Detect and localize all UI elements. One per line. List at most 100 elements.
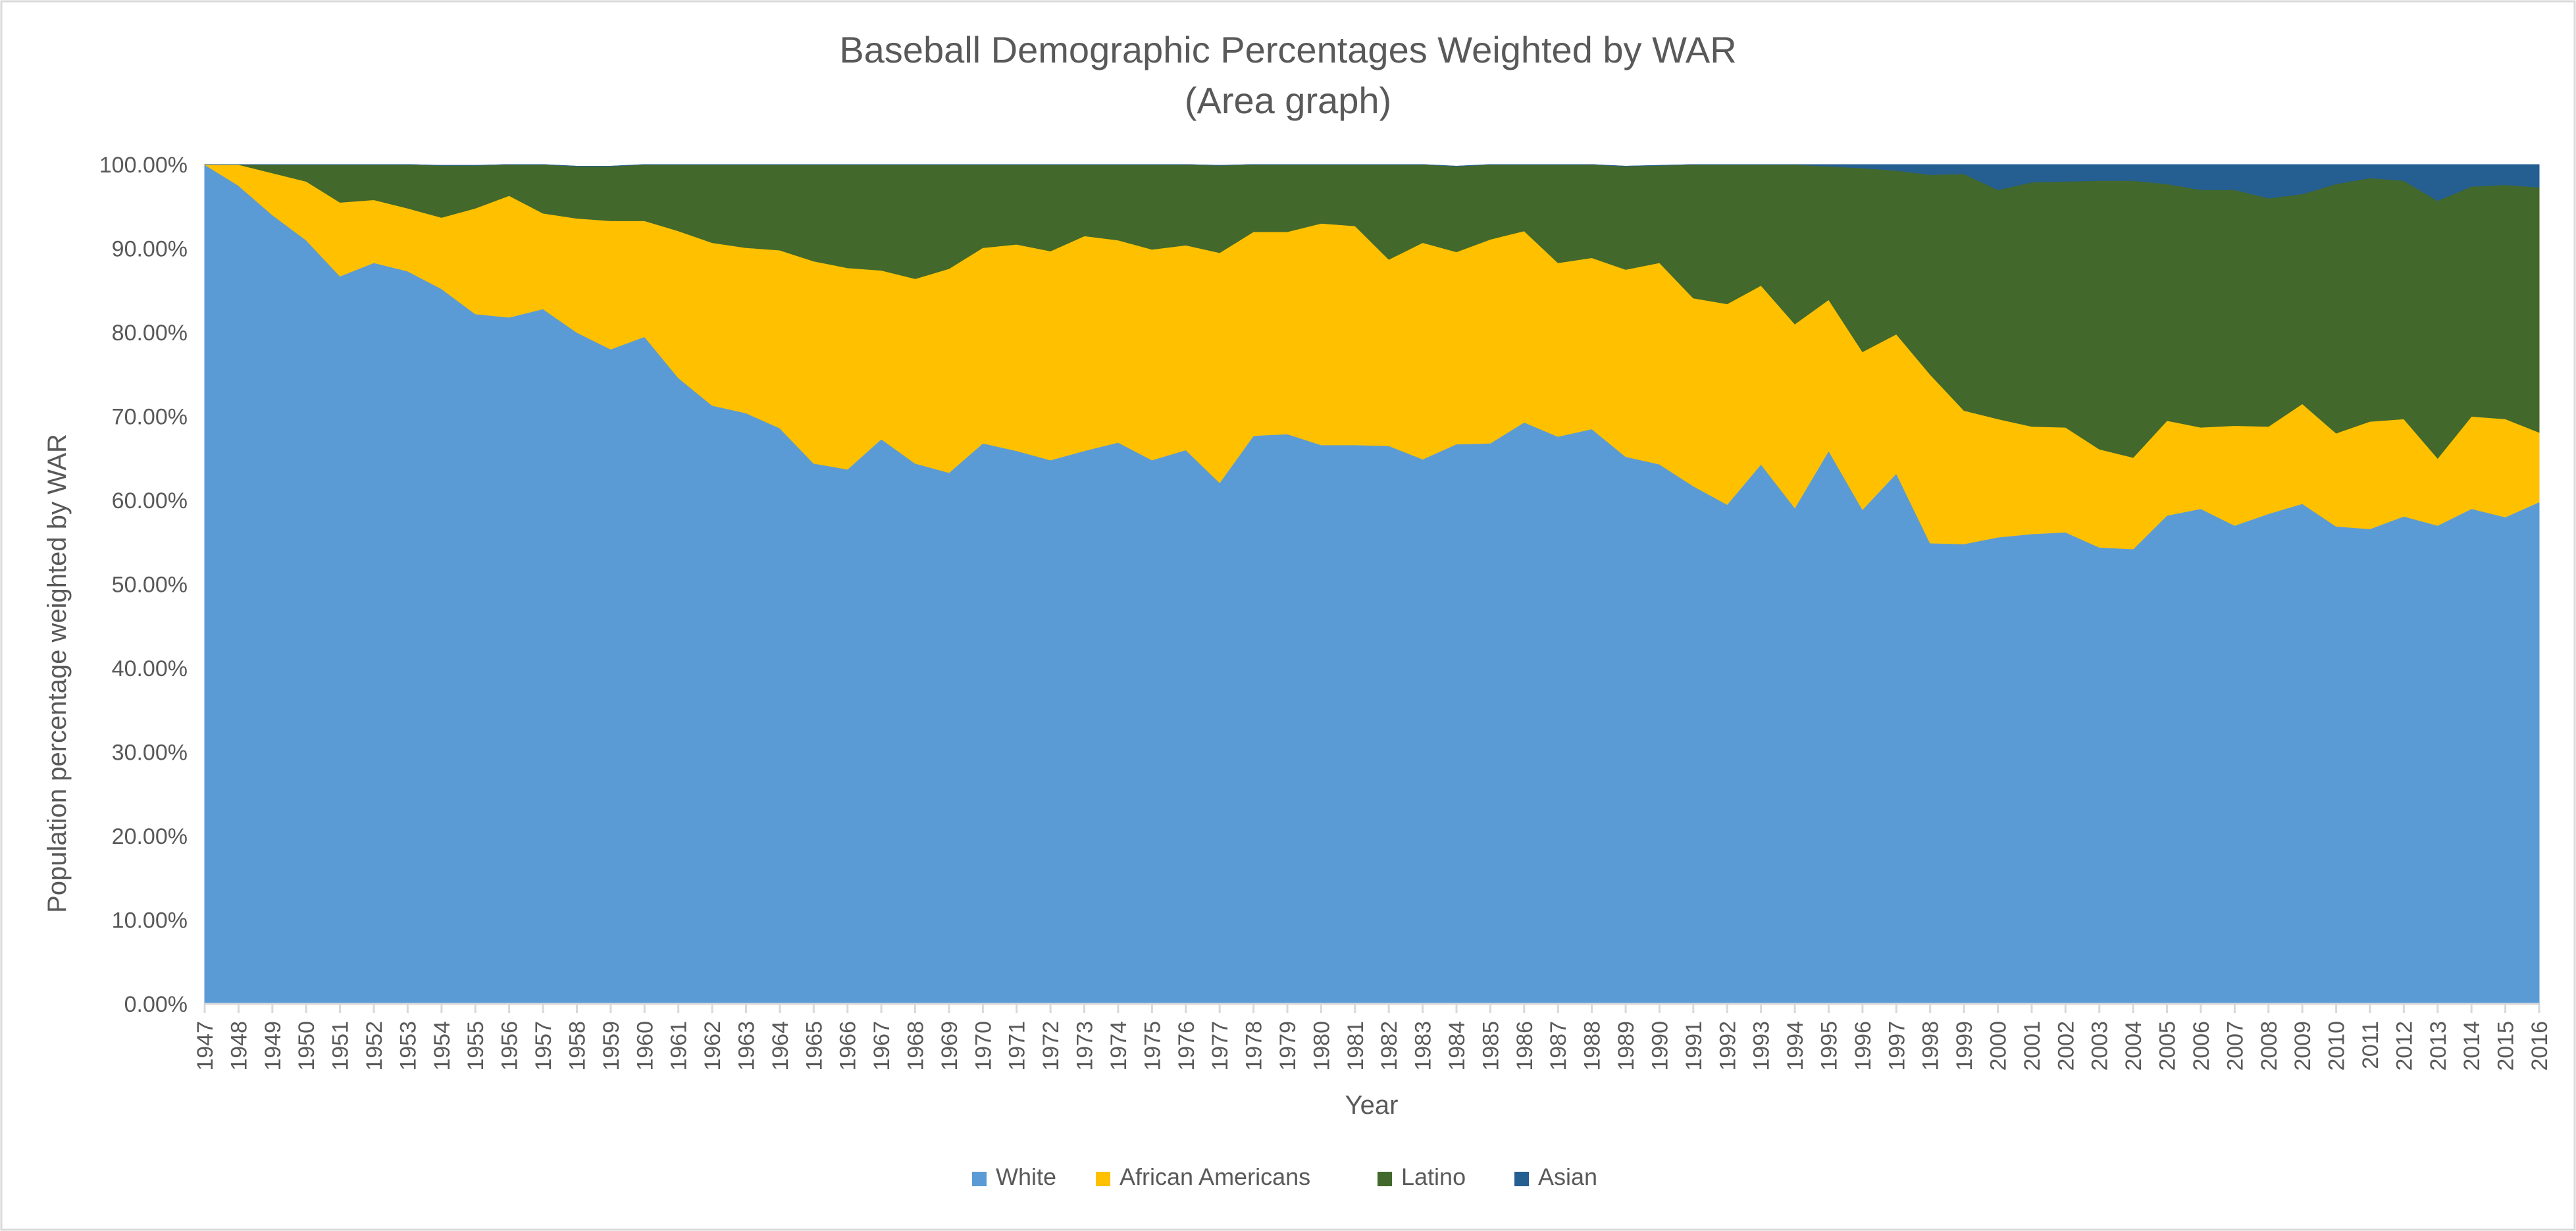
- x-tick-label: 2009: [2290, 1021, 2315, 1071]
- legend-swatch: [972, 1172, 987, 1186]
- x-tick-label: 1992: [1715, 1021, 1740, 1071]
- legend: White African Americans Latino Asian: [972, 1163, 1597, 1190]
- x-tick-label: 1957: [531, 1021, 556, 1071]
- x-tick-label: 1976: [1174, 1021, 1199, 1071]
- x-tick-label: 2012: [2392, 1021, 2417, 1071]
- x-tick-label: 1972: [1039, 1021, 1064, 1071]
- x-tick-label: 1954: [430, 1021, 455, 1071]
- x-tick-label: 2008: [2257, 1021, 2282, 1071]
- x-axis: 1947 1948 1949 1950 1951 1952 1953 1954 1955 1956…: [193, 1003, 2552, 1071]
- x-tick-label: 2004: [2121, 1021, 2146, 1071]
- x-tick-label: 1955: [463, 1021, 488, 1071]
- x-tick-label: 1961: [667, 1021, 692, 1071]
- x-tick-label: 2007: [2223, 1021, 2248, 1071]
- x-tick-label: 1963: [734, 1021, 759, 1071]
- x-tick-label: 2010: [2325, 1021, 2350, 1071]
- x-tick-label: 2016: [2527, 1021, 2552, 1071]
- x-tick-label: 1947: [193, 1021, 218, 1071]
- y-tick-label: 10.00%: [112, 908, 188, 933]
- x-tick-label: 1981: [1343, 1021, 1368, 1071]
- x-tick-label: 1989: [1614, 1021, 1639, 1071]
- x-tick-label: 1974: [1106, 1021, 1131, 1071]
- x-tick-label: 1967: [869, 1021, 894, 1071]
- x-tick-label: 2005: [2155, 1021, 2180, 1071]
- chart-subtitle: (Area graph): [1185, 80, 1391, 121]
- legend-item-white: White: [972, 1163, 1056, 1190]
- legend-swatch: [1378, 1172, 1392, 1186]
- y-axis: 0.00% 10.00% 20.00% 30.00% 40.00% 50.00% 60.00…: [99, 153, 188, 1017]
- legend-label: White: [996, 1163, 1056, 1190]
- x-tick-label: 2006: [2189, 1021, 2214, 1071]
- x-tick-label: 2011: [2358, 1021, 2383, 1069]
- x-tick-label: 1969: [937, 1021, 962, 1071]
- x-tick-label: 1990: [1647, 1021, 1672, 1071]
- x-tick-label: 1979: [1275, 1021, 1301, 1071]
- x-tick-label: 2001: [2020, 1021, 2045, 1071]
- x-axis-title: Year: [1345, 1091, 1399, 1120]
- y-tick-label: 30.00%: [112, 741, 188, 766]
- x-tick-label: 1993: [1749, 1021, 1774, 1071]
- x-tick-label: 1986: [1512, 1021, 1537, 1071]
- legend-item-african-americans: African Americans: [1096, 1163, 1310, 1190]
- legend-item-latino: Latino: [1378, 1163, 1466, 1190]
- legend-label: Asian: [1538, 1163, 1597, 1190]
- x-tick-label: 1985: [1478, 1021, 1503, 1071]
- x-tick-label: 1998: [1919, 1021, 1944, 1071]
- area-asian: [205, 164, 2540, 201]
- x-tick-label: 1960: [632, 1021, 657, 1071]
- y-tick-label: 40.00%: [112, 656, 188, 681]
- y-tick-label: 20.00%: [112, 824, 188, 849]
- chart-title: Baseball Demographic Percentages Weighte…: [839, 29, 1736, 70]
- x-tick-label: 1997: [1884, 1021, 1909, 1071]
- legend-label: African Americans: [1120, 1163, 1310, 1190]
- x-tick-label: 2003: [2088, 1021, 2113, 1071]
- legend-swatch: [1514, 1172, 1529, 1186]
- x-tick-label: 2000: [1986, 1021, 2011, 1071]
- x-tick-label: 1968: [904, 1021, 929, 1071]
- x-tick-label: 1995: [1816, 1021, 1842, 1071]
- x-tick-label: 1949: [261, 1021, 286, 1071]
- y-tick-label: 70.00%: [112, 405, 188, 430]
- x-tick-label: 1980: [1309, 1021, 1334, 1071]
- x-tick-label: 1966: [836, 1021, 861, 1071]
- x-tick-label: 2013: [2426, 1021, 2451, 1071]
- x-tick-label: 1971: [1005, 1021, 1030, 1071]
- legend-item-asian: Asian: [1514, 1163, 1597, 1190]
- x-tick-label: 2002: [2053, 1021, 2078, 1071]
- legend-swatch: [1096, 1172, 1110, 1186]
- x-tick-label: 1983: [1411, 1021, 1436, 1071]
- x-tick-label: 1977: [1208, 1021, 1233, 1071]
- x-tick-label: 1953: [396, 1021, 421, 1071]
- x-tick-label: 1956: [498, 1021, 523, 1071]
- x-tick-label: 1996: [1851, 1021, 1876, 1071]
- y-tick-label: 100.00%: [99, 153, 188, 178]
- x-tick-label: 1962: [700, 1021, 725, 1071]
- x-tick-label: 1982: [1377, 1021, 1402, 1071]
- y-tick-label: 60.00%: [112, 488, 188, 513]
- x-tick-label: 1987: [1546, 1021, 1571, 1071]
- x-tick-label: 1978: [1242, 1021, 1267, 1071]
- x-tick-label: 1994: [1783, 1021, 1808, 1071]
- x-tick-label: 1959: [599, 1021, 624, 1071]
- x-tick-label: 1948: [226, 1021, 251, 1071]
- y-tick-label: 80.00%: [112, 321, 188, 346]
- x-tick-label: 1958: [565, 1021, 590, 1071]
- x-tick-label: 1970: [971, 1021, 996, 1071]
- x-tick-label: 1950: [294, 1021, 319, 1071]
- x-tick-label: 1975: [1140, 1021, 1165, 1071]
- x-tick-label: 1973: [1073, 1021, 1098, 1071]
- x-tick-label: 1999: [1952, 1021, 1977, 1071]
- area-series-layer: [203, 164, 2540, 1005]
- x-tick-label: 2015: [2494, 1021, 2519, 1071]
- x-tick-label: 1964: [768, 1021, 793, 1071]
- x-tick-label: 1952: [362, 1021, 387, 1071]
- x-tick-label: 1988: [1580, 1021, 1605, 1071]
- x-tick-label: 2014: [2460, 1021, 2485, 1071]
- y-tick-label: 50.00%: [112, 573, 188, 598]
- legend-label: Latino: [1401, 1163, 1466, 1190]
- y-axis-title: Population percentage weighted by WAR: [43, 434, 72, 913]
- x-tick-label: 1984: [1445, 1021, 1470, 1071]
- y-tick-label: 90.00%: [112, 237, 188, 262]
